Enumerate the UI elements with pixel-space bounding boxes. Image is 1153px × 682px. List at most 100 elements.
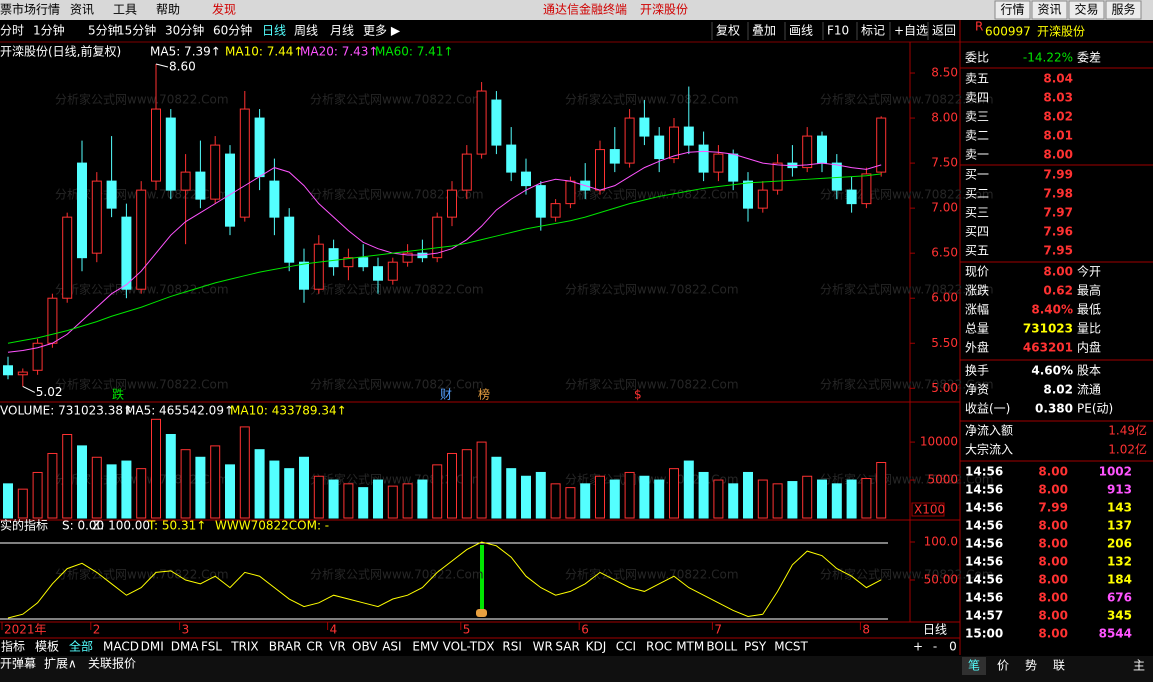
volume-bar bbox=[17, 488, 28, 519]
indicator-tab[interactable]: EMV bbox=[412, 640, 439, 654]
indicator-tab[interactable]: BOLL bbox=[706, 640, 737, 654]
indicator-tab[interactable]: 指标 bbox=[1, 639, 25, 654]
period-tab[interactable]: 分时 bbox=[0, 24, 24, 38]
candle-body bbox=[269, 180, 280, 218]
volume-bar bbox=[491, 456, 502, 519]
zoom-button[interactable]: 0 bbox=[949, 640, 957, 654]
indicator-tab[interactable]: SAR bbox=[555, 640, 579, 654]
indicator-tab[interactable]: WR bbox=[533, 640, 553, 654]
bid-price: 7.95 bbox=[1043, 244, 1073, 258]
volume-bar bbox=[447, 452, 457, 519]
period-tab[interactable]: 1分钟 bbox=[33, 23, 65, 38]
indicator-tab[interactable]: BRAR bbox=[269, 640, 302, 654]
indicator-tab[interactable]: ROC bbox=[646, 640, 672, 654]
candle-body bbox=[565, 180, 576, 205]
candle-body bbox=[299, 261, 309, 290]
volume-bar bbox=[476, 441, 487, 519]
tool-button[interactable]: 返回 bbox=[932, 24, 956, 38]
period-tab[interactable]: 15分钟 bbox=[117, 23, 156, 38]
menu-item[interactable]: 票市场行情 bbox=[0, 2, 60, 17]
ma-line bbox=[7, 173, 882, 344]
tool-button[interactable]: 叠加 bbox=[752, 24, 776, 38]
volume-bar bbox=[151, 418, 161, 519]
indicator-tab[interactable]: 模板 bbox=[35, 640, 59, 654]
menu-button[interactable] bbox=[1031, 0, 1068, 20]
indicator-tab[interactable]: DMI bbox=[141, 640, 164, 654]
volume-bar bbox=[550, 483, 561, 519]
indicator-tab[interactable]: 全部 bbox=[69, 639, 93, 654]
quote-label: 委差 bbox=[1077, 51, 1101, 65]
indicator-tab[interactable]: VOL-TDX bbox=[443, 640, 495, 654]
candle-body bbox=[772, 162, 783, 191]
x-tick-label: 2 bbox=[93, 623, 101, 637]
event-marker[interactable]: $ bbox=[634, 388, 642, 402]
menu-button[interactable] bbox=[1068, 0, 1105, 20]
tool-button[interactable]: 画线 bbox=[789, 24, 813, 38]
tool-button[interactable]: 标记 bbox=[861, 24, 885, 38]
legend-item: MA10: 433789.34↑ bbox=[230, 404, 347, 418]
period-tab[interactable]: 周线 bbox=[294, 24, 318, 38]
volume-bar bbox=[210, 445, 221, 519]
event-marker[interactable]: 财 bbox=[440, 388, 452, 402]
indicator-tab[interactable]: KDJ bbox=[586, 640, 607, 654]
candle-body bbox=[343, 257, 354, 268]
panel-tab[interactable]: 势 bbox=[1025, 659, 1037, 673]
candle-body bbox=[876, 117, 887, 173]
period-tab[interactable]: 30分钟 bbox=[165, 23, 204, 38]
quote-value: -14.22% bbox=[1023, 51, 1073, 65]
candle-body bbox=[136, 189, 147, 290]
indicator-tab[interactable]: CCI bbox=[616, 640, 636, 654]
indicator-tab[interactable]: MACD bbox=[103, 640, 139, 654]
ask-label: 卖四 bbox=[965, 91, 989, 105]
indicator-tab[interactable]: TRIX bbox=[230, 640, 258, 654]
trade-volume: 184 bbox=[1107, 573, 1132, 587]
bid-price: 7.96 bbox=[1043, 225, 1073, 239]
period-tab[interactable]: 日线 bbox=[262, 24, 286, 38]
x-tick-label: 6 bbox=[581, 623, 589, 637]
panel-tab[interactable]: 价 bbox=[997, 659, 1009, 673]
zoom-button[interactable]: + bbox=[913, 640, 923, 654]
indicator-tab[interactable]: DMA bbox=[171, 640, 200, 654]
candle-body bbox=[3, 365, 13, 376]
indicator-tab[interactable]: RSI bbox=[502, 640, 522, 654]
bottom-button[interactable]: 开弹幕 bbox=[0, 657, 36, 671]
indicator-tab[interactable]: FSL bbox=[201, 640, 222, 654]
period-tab[interactable]: 更多 ▶ bbox=[363, 24, 401, 38]
menu-item[interactable]: 帮助 bbox=[156, 3, 180, 17]
menu-item[interactable]: 工具 bbox=[113, 3, 137, 17]
menu-button[interactable] bbox=[1105, 0, 1142, 20]
indicator-tab[interactable]: MCST bbox=[774, 640, 808, 654]
indicator-tab[interactable]: OBV bbox=[352, 640, 378, 654]
volume-bar bbox=[91, 456, 102, 519]
panel-tab[interactable]: 笔 bbox=[968, 658, 980, 673]
menu-button[interactable] bbox=[994, 0, 1031, 20]
period-tab[interactable]: 月线 bbox=[330, 24, 354, 38]
stat-label: PE(动) bbox=[1077, 402, 1113, 416]
menu-item[interactable]: 发现 bbox=[212, 2, 236, 17]
annotation-line bbox=[155, 63, 169, 68]
tool-button[interactable]: F10 bbox=[827, 24, 849, 38]
indicator-tab[interactable]: VR bbox=[329, 640, 346, 654]
candle-body bbox=[180, 171, 191, 191]
indicator-tab[interactable]: MTM bbox=[676, 640, 704, 654]
period-tab[interactable]: 60分钟 bbox=[213, 23, 252, 38]
panel-tab[interactable]: 主 bbox=[1133, 659, 1145, 673]
bottom-button[interactable]: 扩展∧ bbox=[44, 657, 77, 671]
zoom-button[interactable]: - bbox=[933, 640, 937, 654]
indicator-tab[interactable]: PSY bbox=[744, 640, 767, 654]
stat-label: 收益(一) bbox=[965, 402, 1010, 416]
bottom-button[interactable]: 关联报价 bbox=[88, 656, 136, 671]
watermark: 分析家公式网www.70822.Com bbox=[565, 282, 739, 297]
indicator-tab[interactable]: ASI bbox=[382, 640, 401, 654]
event-marker[interactable]: 跌 bbox=[112, 387, 124, 402]
volume-bar bbox=[595, 475, 605, 519]
menu-item[interactable]: 资讯 bbox=[70, 3, 94, 17]
event-marker[interactable]: 榜 bbox=[478, 387, 490, 402]
period-tab[interactable]: 5分钟 bbox=[88, 23, 120, 38]
tool-button[interactable]: 复权 bbox=[716, 24, 740, 38]
tool-button[interactable]: +自选 bbox=[894, 24, 928, 38]
volume-bar bbox=[654, 479, 665, 519]
volume-bar bbox=[136, 468, 147, 519]
panel-tab[interactable]: 联 bbox=[1053, 659, 1065, 673]
indicator-tab[interactable]: CR bbox=[306, 640, 323, 654]
